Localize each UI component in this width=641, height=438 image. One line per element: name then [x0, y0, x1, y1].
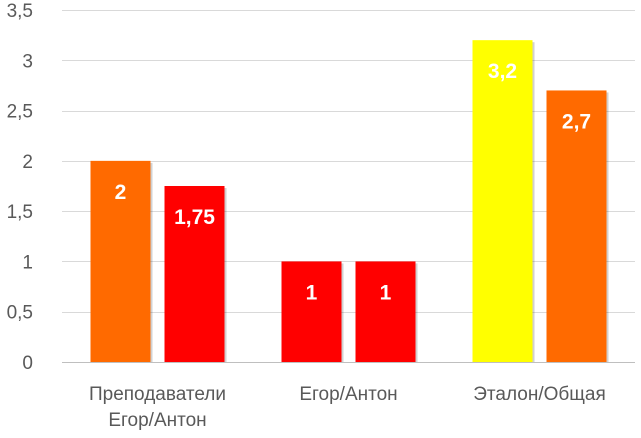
category-label: Егор/Антон	[108, 410, 206, 431]
y-tick-label: 2,5	[7, 102, 33, 123]
bar	[355, 261, 416, 362]
data-label: 2,7	[562, 110, 591, 133]
y-tick-label: 2	[22, 152, 33, 173]
bar-layer	[90, 40, 609, 363]
y-tick-label: 1,5	[7, 202, 33, 223]
bar	[546, 90, 607, 362]
category-label: Эталон/Общая	[473, 384, 606, 405]
data-label: 1	[380, 281, 392, 304]
data-label: 1	[306, 281, 318, 304]
data-label: 1,75	[174, 206, 215, 229]
bar	[281, 261, 342, 362]
grid-layer	[62, 10, 635, 363]
y-tick-label: 3,5	[7, 1, 33, 22]
category-label: Егор/Антон	[299, 384, 397, 405]
y-tick-label: 0	[22, 353, 33, 374]
bar	[90, 160, 151, 362]
category-label: Преподаватели	[89, 384, 226, 405]
y-tick-label: 1	[22, 252, 33, 273]
data-label: 2	[115, 181, 127, 204]
y-tick-label: 3	[22, 51, 33, 72]
y-tick-label: 0,5	[7, 303, 33, 324]
data-label: 3,2	[488, 60, 517, 83]
bar	[472, 40, 533, 363]
bar	[164, 186, 225, 362]
label-layer: 0 0,5 1 1,5 2 2,5 3 3,5 2 1,75 Преподаватели Егор/А…	[7, 1, 606, 431]
